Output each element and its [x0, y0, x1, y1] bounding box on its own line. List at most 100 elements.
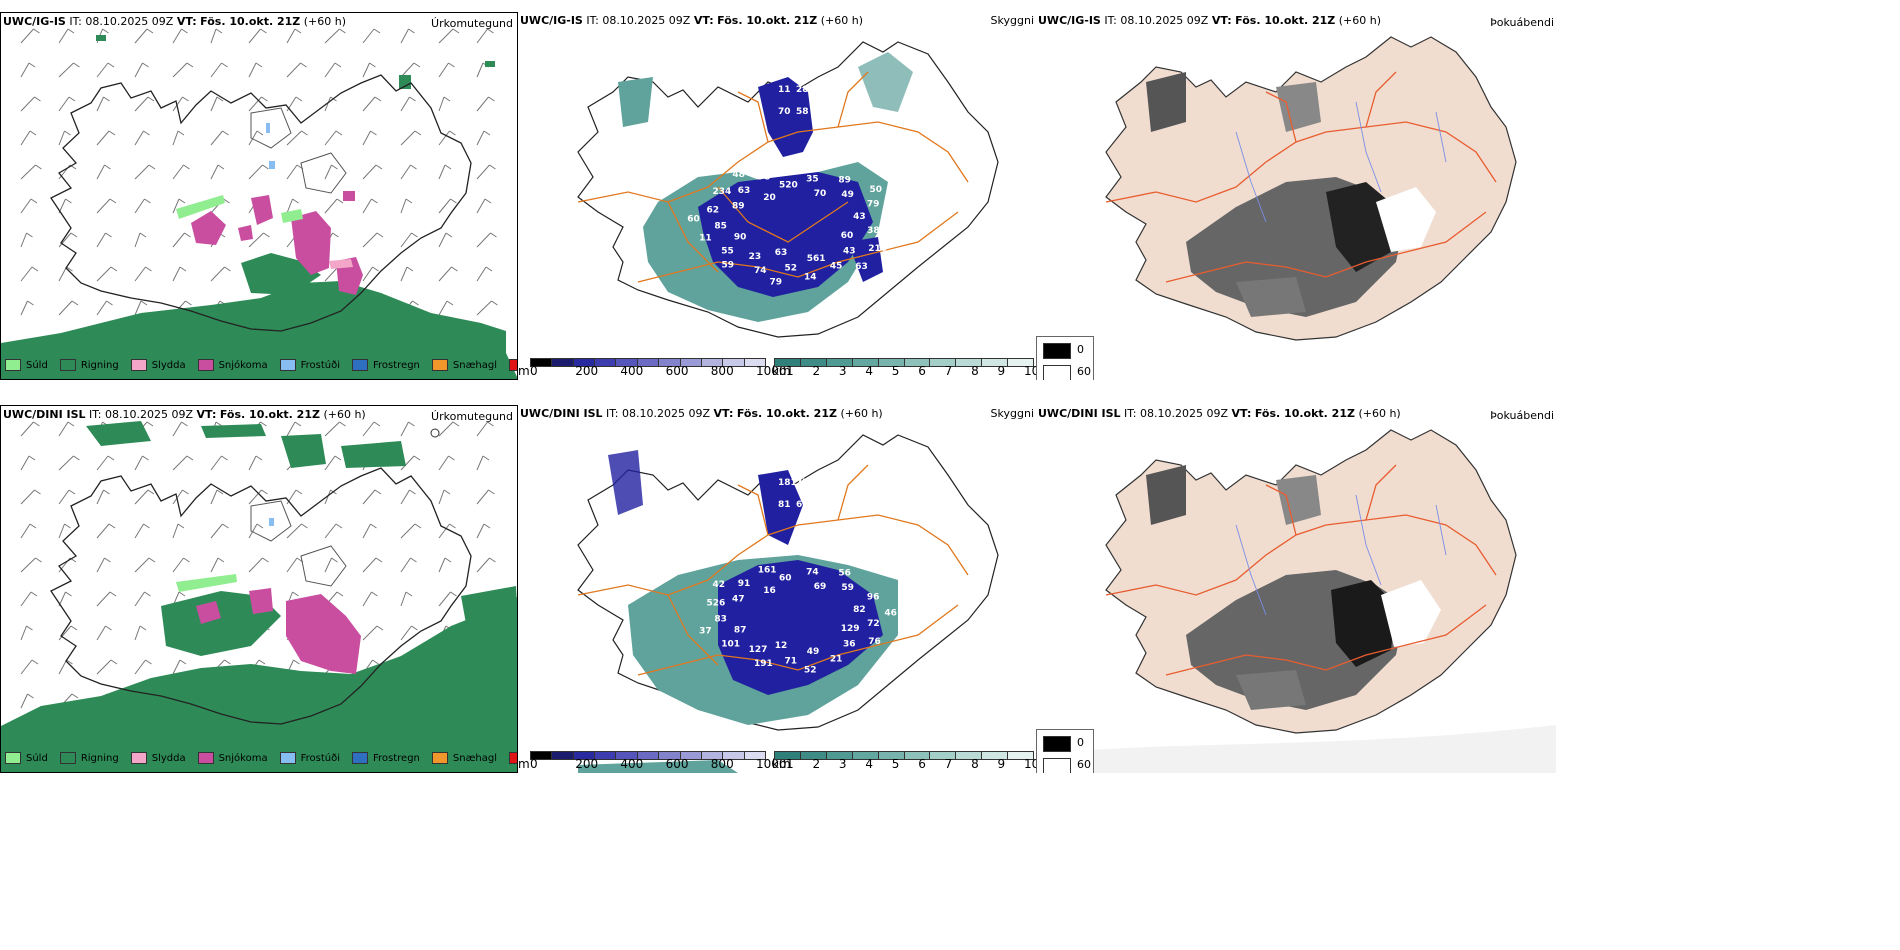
low-visibility-area	[758, 470, 803, 545]
visibility-value-label: 96	[867, 592, 880, 602]
wind-barb	[400, 96, 416, 112]
wind-barb	[210, 28, 223, 44]
model-name: UWC/IG-IS	[3, 15, 66, 28]
visibility-value-label: 69	[814, 582, 827, 592]
wind-barb	[172, 455, 194, 471]
wind-barb	[134, 659, 152, 675]
wind-barb	[400, 455, 421, 471]
low-visibility-area	[608, 450, 643, 515]
wind-barb	[324, 523, 343, 539]
wind-barb	[172, 96, 189, 112]
wind-barb	[400, 232, 418, 248]
wind-barb	[362, 96, 382, 112]
tick-label: 3	[838, 364, 847, 378]
wind-barb	[134, 28, 154, 44]
legend-swatch	[130, 752, 147, 764]
wind-barb	[400, 266, 414, 282]
roads	[1105, 71, 1497, 283]
tick-label: 4	[865, 757, 873, 771]
snow-area	[251, 195, 273, 225]
wind-barb	[324, 130, 343, 146]
visibility-value-label: 37	[699, 626, 712, 636]
snow-area	[249, 588, 273, 614]
colorbar-segment	[700, 358, 723, 367]
wind-barb	[20, 421, 40, 437]
wind-barb	[476, 421, 494, 437]
colorbar-segment	[594, 358, 616, 367]
panel-header: UWC/DINI ISL IT: 08.10.2025 09Z VT: Fös.…	[1038, 407, 1401, 420]
legend-item: Frostúði	[279, 752, 340, 764]
wind-barb	[172, 659, 187, 675]
snow-area	[291, 211, 331, 275]
iceland-outline	[50, 74, 472, 332]
colorbar-segment	[981, 358, 1008, 367]
panel-title: Skyggni	[990, 407, 1034, 420]
visibility-value-label: 181	[778, 478, 797, 488]
wind-barb	[476, 130, 491, 146]
wind-barb	[20, 523, 37, 539]
roads	[1105, 464, 1497, 676]
legend-item: Snæhagl	[431, 752, 497, 764]
wind-barb	[286, 557, 304, 573]
wind-barb	[96, 130, 116, 146]
wind-barb	[210, 455, 228, 471]
visibility-value-label: 101	[721, 639, 740, 649]
colorbar-segment	[825, 751, 852, 760]
visibility-value-label: 63	[775, 248, 788, 258]
wind-barb	[248, 455, 263, 471]
wind-barb	[210, 489, 224, 505]
colorbar-segment	[743, 358, 766, 367]
visibility-value-label: 90	[734, 233, 747, 243]
visibility-value-label: 52	[814, 500, 827, 510]
tick-label: 10	[1024, 757, 1036, 771]
wind-barb	[134, 96, 155, 112]
it-label: IT:	[69, 15, 82, 28]
visibility-value-label: 526	[707, 598, 726, 608]
colorbar-segment	[530, 358, 552, 367]
wind-barb	[58, 266, 73, 282]
wind-barb	[96, 659, 118, 675]
it-label: IT:	[89, 408, 102, 421]
wind-barb	[210, 130, 229, 146]
visibility-km-ticks: 1 2 3 4 5 6 7 8 9 10	[786, 757, 1036, 771]
wind-barb	[20, 96, 41, 112]
wind-barb	[400, 130, 422, 146]
wind-barb	[58, 523, 71, 539]
visibility-value-label: 127	[749, 645, 768, 655]
wind-barb	[96, 557, 111, 573]
visibility-value-label: 70	[778, 107, 791, 117]
visibility-value-label: 79	[770, 278, 783, 288]
vt-value: Fös. 10.okt. 21Z	[1235, 14, 1336, 27]
visibility-value-label: 47	[732, 595, 745, 605]
tick-label: 200	[575, 757, 599, 771]
wind-barb	[96, 164, 111, 180]
visibility-value-label: 561	[807, 254, 826, 264]
wind-barb	[134, 523, 150, 539]
colorbar-segment	[877, 358, 904, 367]
wind-barb	[210, 164, 225, 180]
wind-barb	[400, 591, 413, 607]
visibility-value-label: 210	[868, 244, 887, 254]
visibility-value-label: 83	[714, 615, 727, 625]
wind-barb	[362, 232, 384, 248]
tick-label: 6	[918, 757, 926, 771]
visibility-value-label: 63	[788, 164, 801, 174]
wind-barb	[134, 232, 147, 248]
visibility-value-label: 59	[722, 261, 735, 271]
wind-barb	[438, 164, 452, 180]
wind-barb	[248, 62, 263, 78]
mid-visibility-area	[618, 77, 653, 127]
legend-swatch	[5, 752, 21, 764]
tick-label: 1000	[756, 364, 787, 378]
visibility-value-label: 59	[841, 583, 854, 593]
wind-barb	[438, 523, 456, 539]
wind-barb	[476, 455, 490, 471]
wind-barb	[476, 489, 495, 505]
visibility-value-label: 20	[763, 193, 776, 203]
rain-area	[399, 75, 411, 89]
wind-barb	[476, 266, 493, 282]
wind-barb	[20, 164, 42, 180]
rain-area	[161, 591, 281, 656]
wind-barb	[476, 232, 497, 248]
wind-barb	[172, 489, 189, 505]
